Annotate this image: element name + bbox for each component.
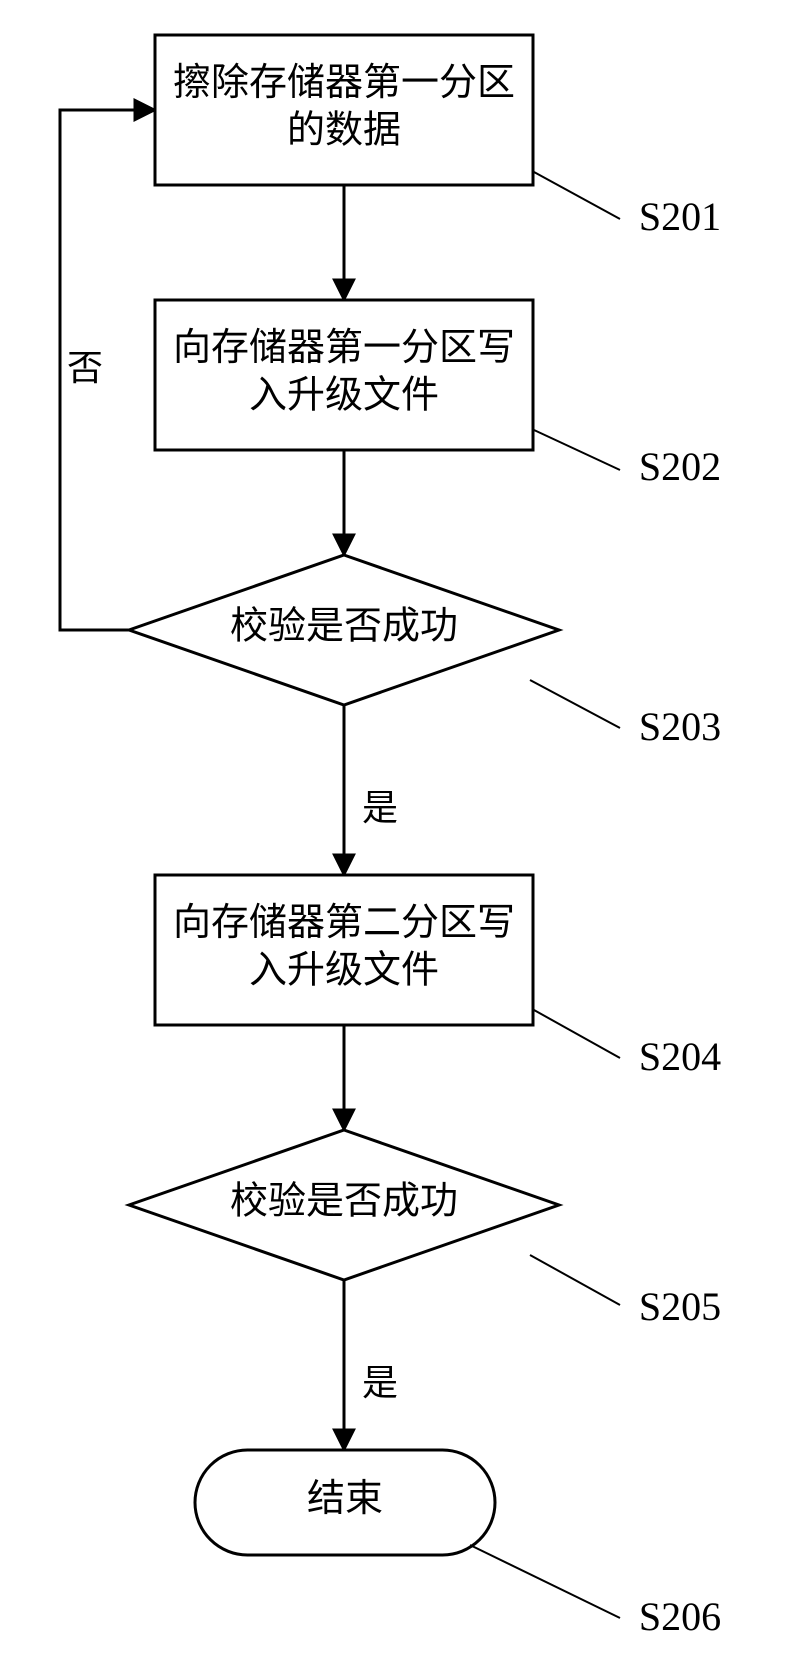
- node-text-n2-line1: 入升级文件: [249, 374, 439, 416]
- node-text-n1-line0: 擦除存储器第一分区: [173, 62, 515, 104]
- leader-n1: [534, 172, 620, 219]
- step-label-n4: S204: [639, 1034, 721, 1079]
- node-text-n3-line0: 校验是否成功: [230, 606, 458, 648]
- leader-n2: [534, 430, 620, 470]
- step-label-n3: S203: [639, 704, 721, 749]
- leader-n3: [530, 680, 620, 728]
- edge-label-n3-n4: 是: [362, 788, 398, 828]
- step-label-n1: S201: [639, 194, 721, 239]
- leader-n5: [530, 1255, 620, 1305]
- step-label-n6: S206: [639, 1594, 721, 1639]
- node-text-n1-line1: 的数据: [287, 109, 401, 151]
- node-text-n5-line0: 校验是否成功: [230, 1181, 458, 1223]
- node-text-n4-line1: 入升级文件: [249, 949, 439, 991]
- edge-label-n5-n6: 是: [362, 1363, 398, 1403]
- leader-n4: [534, 1010, 620, 1058]
- node-text-n2-line0: 向存储器第一分区写: [173, 327, 515, 369]
- step-label-n5: S205: [639, 1284, 721, 1329]
- node-text-n4-line0: 向存储器第二分区写: [173, 902, 515, 944]
- node-text-n6-line0: 结束: [307, 1478, 383, 1520]
- leader-n6: [470, 1545, 620, 1618]
- step-label-n2: S202: [639, 444, 721, 489]
- edge-label-n3-n1: 否: [67, 348, 103, 388]
